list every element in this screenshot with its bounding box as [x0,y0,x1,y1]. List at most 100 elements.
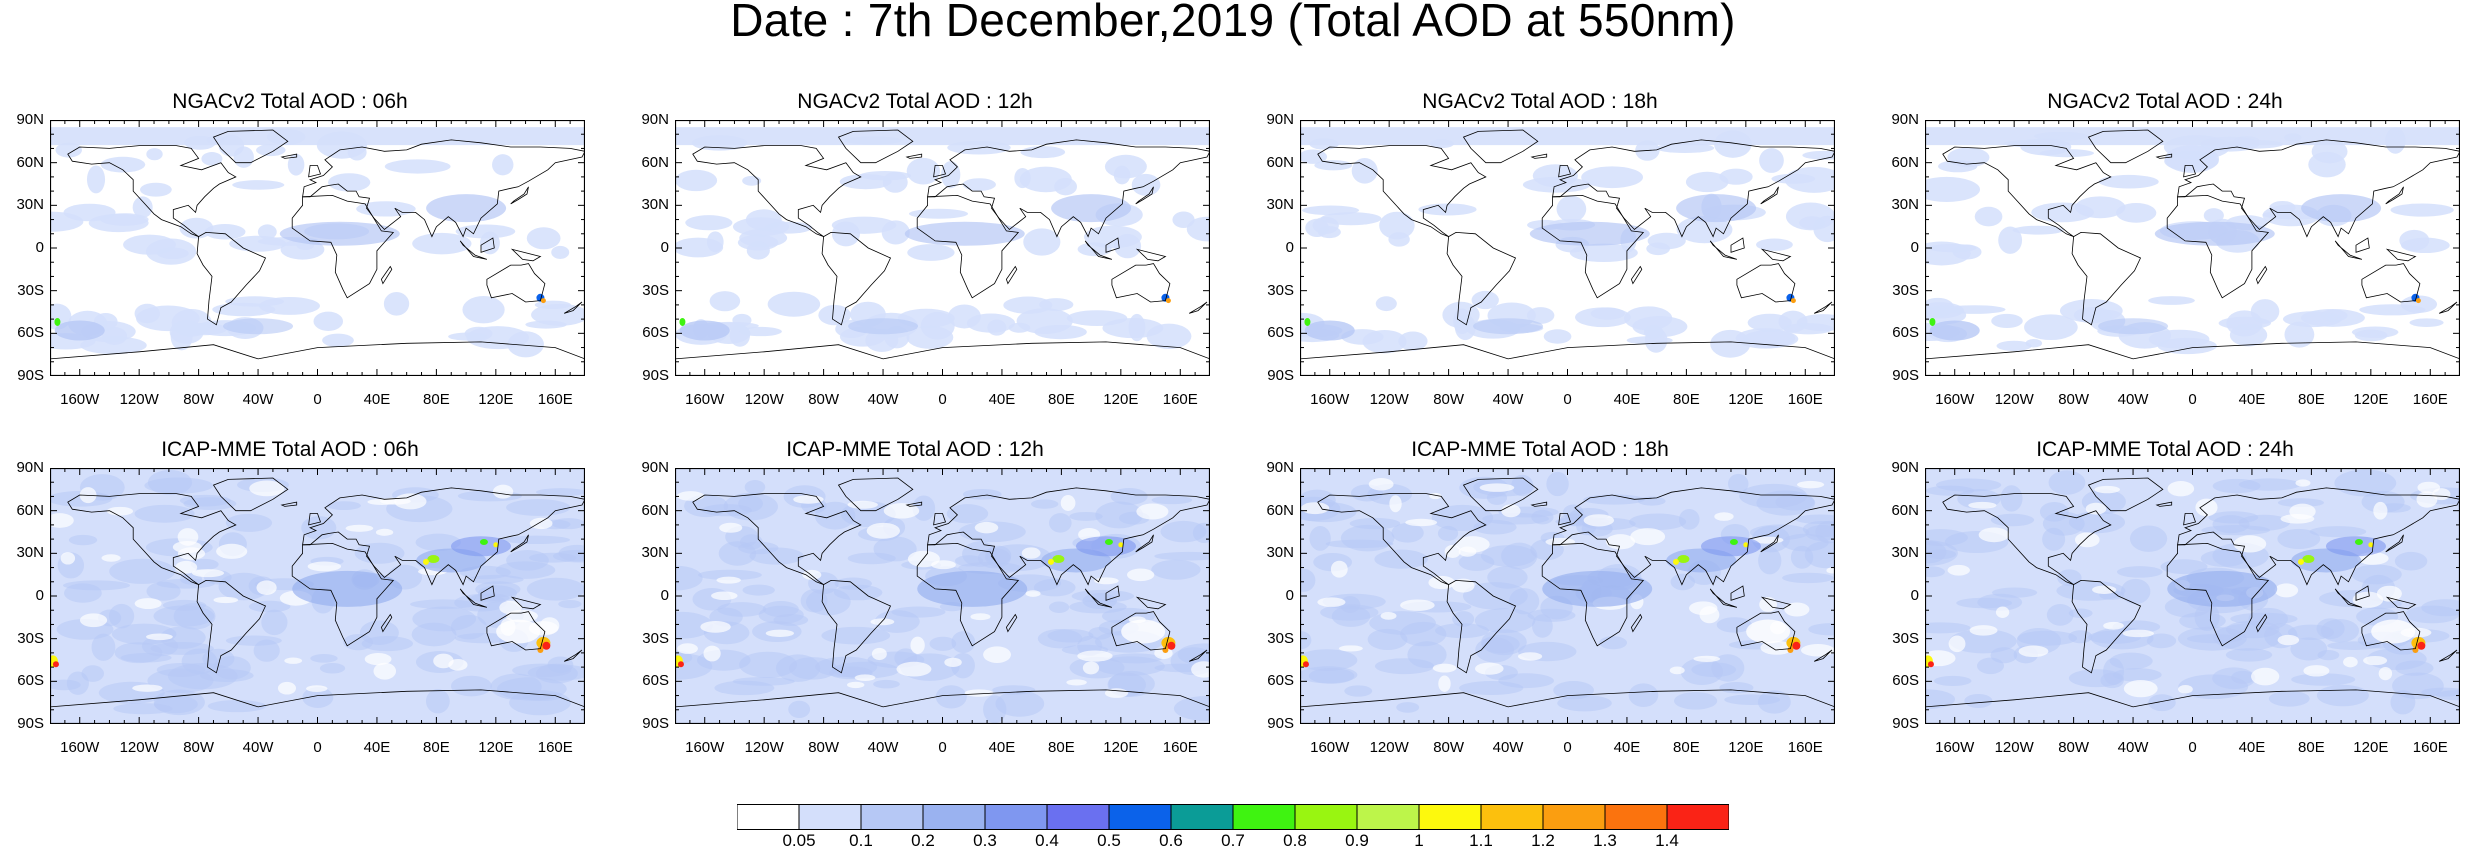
continent-outline [821,231,892,326]
continent-outline [1630,265,1643,285]
lon-tick-label: 120W [1369,391,1409,408]
colorbar-box [737,804,800,830]
continent-outline [1317,493,1487,585]
colorbar [737,804,1729,830]
continent-outline [927,139,1210,238]
continent-outline [916,542,1020,647]
lon-tick-label: 160E [1162,739,1198,756]
lon-tick-label: 40E [2238,739,2266,756]
continent-outline [905,153,923,159]
continent-outline [67,493,237,585]
lat-tick-label: 30S [1892,629,1919,647]
continent-outline [486,611,546,651]
continent-outline [927,487,1210,586]
lat-tick-label: 90N [16,111,44,128]
lat-tick-label: 0 [1910,239,1919,256]
lat-tick-label: 0 [35,587,44,604]
continent-outline [916,194,1020,299]
colorbar-box [1108,804,1172,830]
lon-tick-label: 40W [242,739,274,756]
colorbar-box [1418,804,1482,830]
map-panel: ICAP-MME Total AOD : 24h 90N 60N 30N 0 30S 60S… [1875,438,2460,768]
continent-outline [1760,596,1792,610]
panel-title: ICAP-MME Total AOD : 12h [786,438,1044,461]
colorbar-label: 1.4 [1655,831,1679,850]
lon-tick-label: 40E [363,391,391,408]
lat-tick-label: 60N [641,153,669,171]
aod-field [675,127,1210,353]
aod-map [1300,468,1835,724]
lat-tick-label: 60S [1267,672,1294,690]
lon-tick-label: 40E [988,391,1016,408]
lon-tick-label: 120W [1369,739,1409,756]
map-plot-area [50,120,585,376]
continent-outline [510,596,542,610]
lon-tick-label: 80W [2058,391,2090,408]
lon-tick-label: 80W [808,391,840,408]
map-panel: ICAP-MME Total AOD : 06h 90N 60N 30N 0 30S 60S… [0,438,585,768]
lat-tick-label: 60S [17,324,44,342]
lat-tick-label: 90N [1266,111,1294,128]
continent-outline [212,129,289,164]
continent-outline [1300,341,1835,376]
lat-tick-label: 90S [1892,367,1919,384]
continent-outline [933,513,947,526]
lon-tick-label: 160E [2412,739,2448,756]
lat-tick-label: 90S [1267,715,1294,732]
continent-outline [2183,513,2197,526]
continent-outline [510,534,529,553]
lon-tick-label: 120E [2353,391,2389,408]
lat-tick-label: 30N [16,544,44,562]
lon-tick-label: 120W [1994,739,2034,756]
lon-tick-label: 160W [685,739,725,756]
continent-outline [1558,513,1572,526]
colorbar-box [1046,804,1110,830]
aod-map [675,468,1210,724]
panel-title: ICAP-MME Total AOD : 24h [2036,438,2294,461]
colorbar-label: 1.1 [1469,831,1493,850]
continent-outline [1005,613,1018,633]
continent-outline [2438,649,2458,662]
lon-tick-label: 40W [242,391,274,408]
lat-tick-label: 90S [1267,367,1294,384]
lat-tick-label: 90S [17,367,44,384]
continent-outline [1813,301,1833,314]
continent-outline [2155,501,2173,507]
continent-outline [1111,263,1171,303]
continent-outline [2385,596,2417,610]
panel-title: NGACv2 Total AOD : 18h [1422,90,1658,113]
continent-outline [1541,194,1645,299]
lat-tick-label: 30S [1267,629,1294,647]
continent-outline [50,341,585,376]
continent-outline [380,265,393,285]
continent-outline [2334,588,2363,608]
panel-title: ICAP-MME Total AOD : 06h [161,438,419,461]
lon-tick-label: 80E [2298,391,2325,408]
continent-outline [2155,153,2173,159]
lon-tick-label: 120E [1728,739,1764,756]
lat-tick-label: 90N [641,459,669,476]
map-panel: ICAP-MME Total AOD : 12h 90N 60N 30N 0 30S 60S… [625,438,1210,768]
aod-field [1925,127,2460,355]
lon-tick-label: 160E [2412,391,2448,408]
colorbar-label: 0.9 [1345,831,1369,850]
lat-tick-label: 0 [1285,239,1294,256]
panel-title: ICAP-MME Total AOD : 18h [1411,438,1669,461]
map-panel: NGACv2 Total AOD : 18h 90N 60N 30N 0 30S 60S 90… [1250,90,1835,420]
lon-tick-label: 160W [60,391,100,408]
lon-tick-label: 0 [2188,391,2197,408]
colorbar-box [1356,804,1420,830]
continent-outline [1446,579,1517,674]
lat-tick-label: 60N [1891,501,1919,519]
map-plot-area [675,468,1210,724]
lon-tick-label: 40E [1613,391,1641,408]
lat-tick-label: 60N [1266,501,1294,519]
lon-tick-label: 0 [938,391,947,408]
continent-outline [1105,585,1120,601]
lon-tick-label: 120E [478,739,514,756]
lat-tick-label: 90N [1891,111,1919,128]
continent-outline [1135,186,1154,205]
continent-outline [1942,145,2112,237]
lat-tick-label: 60N [16,501,44,519]
continent-outline [308,513,322,526]
